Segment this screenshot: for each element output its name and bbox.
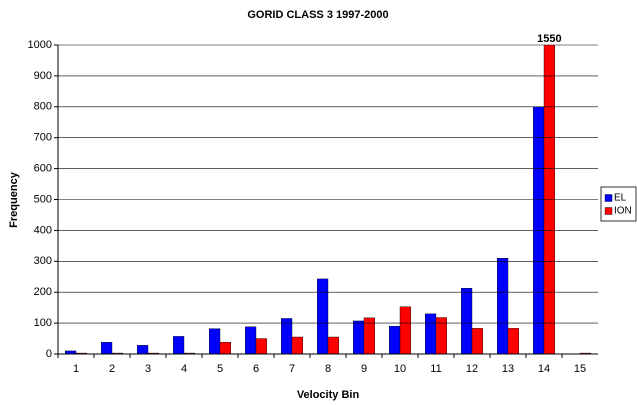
- bar: [64, 350, 77, 354]
- y-tick-label: 200: [34, 286, 52, 298]
- bar: [317, 278, 329, 354]
- x-axis-label: Velocity Bin: [297, 389, 360, 401]
- y-tick-label: 1000: [28, 39, 52, 51]
- legend-swatch: [604, 207, 613, 215]
- bar: [255, 338, 268, 354]
- y-tick-label: 400: [34, 224, 52, 236]
- bar: [136, 345, 149, 354]
- data-label: 1550: [537, 33, 561, 45]
- x-tick-label: 15: [574, 363, 586, 375]
- x-tick-label: 9: [361, 363, 367, 375]
- y-tick-label: 600: [34, 163, 52, 175]
- x-tick-label: 4: [181, 363, 187, 375]
- bar: [399, 306, 412, 354]
- x-tick-label: 10: [394, 363, 406, 375]
- x-tick-label: 7: [289, 363, 295, 375]
- bar: [425, 313, 437, 354]
- legend-label: EL: [614, 193, 627, 204]
- bar: [208, 328, 221, 354]
- bar: [327, 336, 340, 354]
- x-tick-label: 2: [109, 363, 115, 375]
- x-tick-label: 8: [325, 363, 331, 375]
- x-tick-label: 1: [73, 363, 79, 375]
- y-tick-label: 0: [46, 348, 52, 360]
- bar: [461, 287, 473, 354]
- bar: [281, 318, 293, 354]
- bar: [172, 336, 185, 354]
- legend-box: [600, 186, 637, 222]
- bar: [497, 258, 509, 354]
- y-tick-label: 800: [34, 101, 52, 113]
- x-tick-label: 6: [253, 363, 259, 375]
- x-tick-label: 12: [466, 363, 478, 375]
- x-tick-label: 5: [217, 363, 223, 375]
- bar: [244, 326, 257, 354]
- chart-title: GORID CLASS 3 1997-2000: [247, 9, 388, 21]
- x-tick-label: 13: [502, 363, 514, 375]
- bar: [353, 320, 365, 354]
- bar: [100, 342, 113, 354]
- bar: [471, 328, 484, 354]
- legend-swatch: [604, 194, 613, 202]
- x-tick-label: 14: [538, 363, 550, 375]
- bar: [389, 325, 401, 354]
- y-tick-label: 500: [34, 193, 52, 205]
- legend-label: ION: [614, 206, 632, 217]
- plot-area: [64, 45, 592, 354]
- bar: [291, 336, 304, 354]
- y-tick-label: 300: [34, 255, 52, 267]
- y-tick-label: 100: [34, 317, 52, 329]
- bar: [219, 342, 232, 354]
- bar: [507, 328, 520, 354]
- bar: [543, 45, 556, 354]
- x-tick-label: 11: [430, 363, 441, 375]
- y-tick-label: 700: [34, 132, 52, 144]
- x-tick-label: 3: [145, 363, 151, 375]
- y-tick-label: 900: [34, 70, 52, 82]
- y-axis-label: Frequency: [8, 171, 20, 228]
